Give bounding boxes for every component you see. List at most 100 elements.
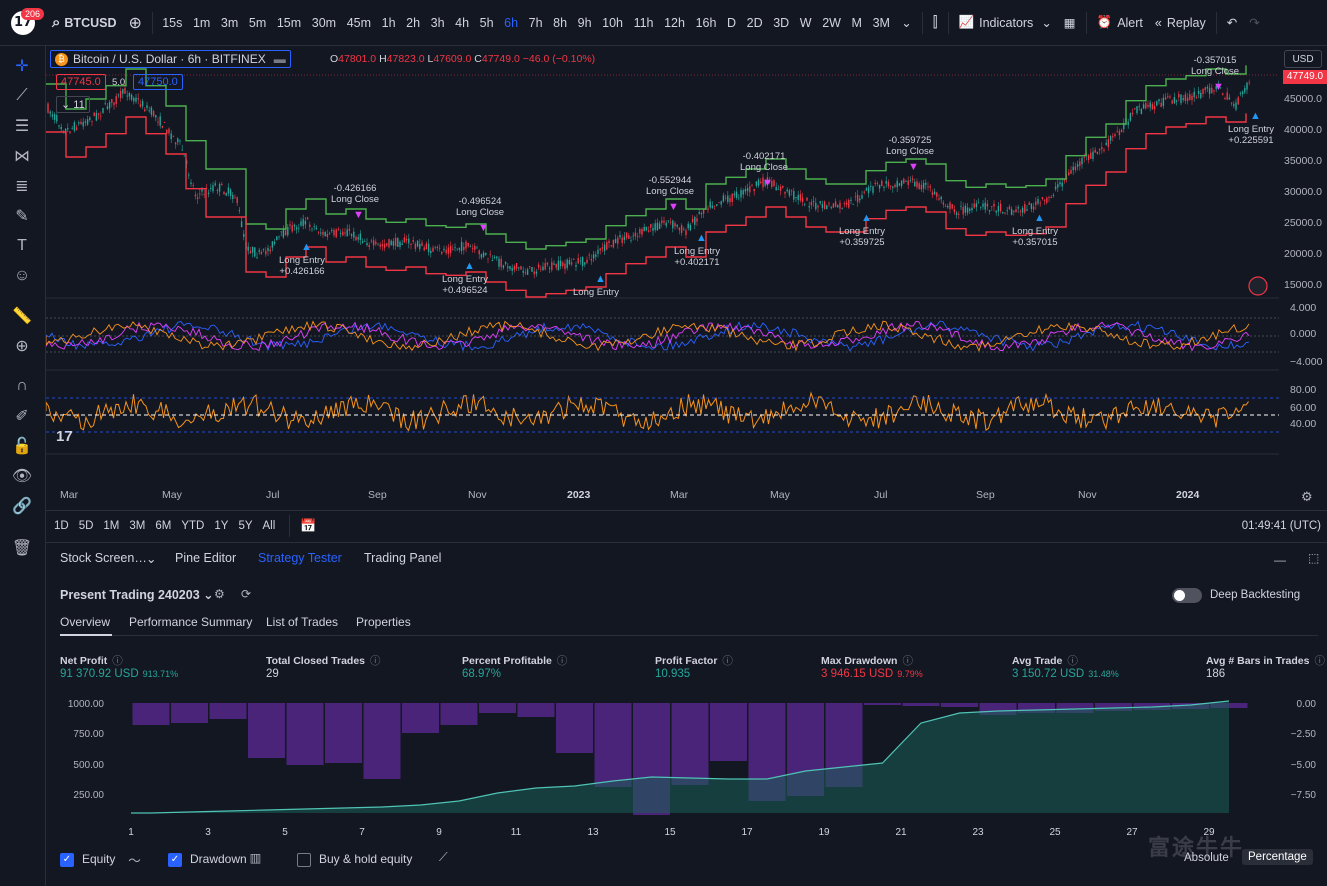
- crosshair-icon[interactable]: ✛: [15, 58, 29, 75]
- range-1D[interactable]: 1D: [54, 519, 69, 532]
- redo-button[interactable]: ↷: [1243, 7, 1265, 39]
- symbol-search[interactable]: ⌕ BTCUSD: [46, 7, 123, 39]
- interval-M[interactable]: M: [851, 15, 862, 30]
- fib-icon[interactable]: ≣: [15, 178, 29, 195]
- interval-1h[interactable]: 1h: [381, 15, 396, 30]
- range-6M[interactable]: 6M: [155, 519, 172, 532]
- interval-5h[interactable]: 5h: [479, 15, 494, 30]
- interval-10h[interactable]: 10h: [602, 15, 623, 30]
- interval-W[interactable]: W: [799, 15, 812, 30]
- ruler-icon[interactable]: 📏: [12, 308, 32, 325]
- strategy-subtab[interactable]: List of Trades: [266, 615, 339, 629]
- info-icon[interactable]: ⓘ: [902, 655, 913, 667]
- interval-dropdown[interactable]: ⌄: [895, 7, 917, 39]
- strategy-subtab[interactable]: Performance Summary: [129, 615, 253, 629]
- sell-price-button[interactable]: 47745.0: [56, 74, 106, 90]
- tradingview-logo[interactable]: 17 206: [0, 0, 46, 46]
- maximize-panel-icon[interactable]: ⬚: [1308, 551, 1320, 565]
- chart-area[interactable]: ₿ Bitcoin / U.S. Dollar · 6h · BITFINEX …: [46, 46, 1327, 540]
- info-icon[interactable]: ⓘ: [1067, 655, 1078, 667]
- trendline-icon[interactable]: ⟋: [16, 87, 28, 104]
- currency-selector[interactable]: USD: [1284, 50, 1322, 68]
- checkbox-label[interactable]: Buy & hold equity: [319, 852, 413, 866]
- buy-price-button[interactable]: 47750.0: [133, 74, 183, 90]
- interval-11h[interactable]: 11h: [633, 15, 654, 30]
- interval-5m[interactable]: 5m: [248, 15, 267, 30]
- strategy-selector[interactable]: Present Trading 240203 ⌄: [60, 588, 214, 602]
- pattern-icon[interactable]: ⋈: [14, 148, 30, 165]
- range-1M[interactable]: 1M: [103, 519, 120, 532]
- info-icon[interactable]: ⓘ: [556, 655, 568, 667]
- interval-45m[interactable]: 45m: [346, 15, 372, 30]
- symbol-legend[interactable]: ₿ Bitcoin / U.S. Dollar · 6h · BITFINEX …: [50, 50, 291, 68]
- panel-tab[interactable]: Strategy Tester: [258, 551, 342, 565]
- info-icon[interactable]: ⓘ: [1314, 655, 1326, 667]
- strategy-subtab[interactable]: Properties: [356, 615, 411, 629]
- range-All[interactable]: All: [262, 519, 276, 532]
- text-icon[interactable]: T: [17, 237, 27, 254]
- alert-button[interactable]: ⏰ Alert: [1096, 15, 1143, 30]
- trash-icon[interactable]: 🗑: [11, 540, 33, 557]
- eye-icon[interactable]: 👁: [11, 468, 33, 485]
- absolute-toggle[interactable]: Absolute: [1184, 852, 1229, 864]
- panel-tab[interactable]: Trading Panel: [364, 551, 442, 565]
- checkbox[interactable]: ✓: [168, 853, 182, 867]
- interval-15s[interactable]: 15s: [162, 15, 183, 30]
- checkbox-label[interactable]: Equity: [82, 852, 116, 866]
- deep-backtesting-toggle[interactable]: [1172, 588, 1202, 603]
- brush-icon[interactable]: ✎: [15, 208, 29, 225]
- panel-tab[interactable]: Stock Screen…: [60, 551, 147, 565]
- interval-2W[interactable]: 2W: [822, 15, 841, 30]
- interval-12h[interactable]: 12h: [664, 15, 685, 30]
- stay-drawing-icon[interactable]: ✐: [15, 408, 29, 425]
- checkbox[interactable]: ✓: [60, 853, 74, 867]
- templates-button[interactable]: ▦: [1058, 7, 1082, 39]
- utc-clock[interactable]: 01:49:41 (UTC): [1241, 519, 1321, 532]
- range-YTD[interactable]: YTD: [181, 519, 205, 532]
- strategy-subtab[interactable]: Overview: [60, 615, 111, 629]
- compare-add-button[interactable]: ⊕: [123, 7, 148, 39]
- range-5Y[interactable]: 5Y: [238, 519, 253, 532]
- indicators-button[interactable]: 📈 Indicators ⌄: [958, 15, 1052, 30]
- interval-3D[interactable]: 3D: [773, 15, 790, 30]
- info-icon[interactable]: ⓘ: [370, 655, 381, 667]
- interval-D[interactable]: D: [727, 15, 737, 30]
- link-icon[interactable]: 🔗: [12, 498, 32, 515]
- interval-2h[interactable]: 2h: [406, 15, 421, 30]
- range-1Y[interactable]: 1Y: [214, 519, 229, 532]
- interval-4h[interactable]: 4h: [455, 15, 470, 30]
- interval-2D[interactable]: 2D: [746, 15, 763, 30]
- info-icon[interactable]: ⓘ: [112, 655, 123, 667]
- chart-settings-gear-icon[interactable]: ⚙: [1301, 489, 1313, 504]
- chart-type-button[interactable]: ⫿: [927, 7, 944, 39]
- replay-button[interactable]: « Replay: [1154, 15, 1206, 30]
- undo-button[interactable]: ↶: [1221, 7, 1243, 39]
- range-3M[interactable]: 3M: [129, 519, 146, 532]
- zoom-in-icon[interactable]: ⊕: [15, 338, 29, 355]
- interval-9h[interactable]: 9h: [577, 15, 592, 30]
- strategy-refresh-icon[interactable]: ⟳: [241, 587, 252, 601]
- calendar-icon[interactable]: 📅: [300, 517, 317, 533]
- panel-tab[interactable]: Pine Editor: [175, 551, 237, 565]
- info-icon[interactable]: ⓘ: [722, 655, 733, 667]
- interval-16h[interactable]: 16h: [695, 15, 717, 30]
- minimize-panel-icon[interactable]: —: [1274, 553, 1286, 567]
- emoji-icon[interactable]: ☺: [13, 267, 31, 284]
- indicators-collapse-button[interactable]: ⌄ 11: [56, 96, 90, 113]
- interval-6h[interactable]: 6h: [504, 15, 519, 30]
- interval-15m[interactable]: 15m: [276, 15, 302, 30]
- percentage-toggle[interactable]: Percentage: [1242, 849, 1313, 865]
- lock-icon[interactable]: 🔓: [12, 438, 32, 455]
- range-5D[interactable]: 5D: [78, 519, 94, 532]
- checkbox[interactable]: [297, 853, 311, 867]
- horizontal-lines-icon[interactable]: ☰: [14, 118, 30, 135]
- interval-7h[interactable]: 7h: [528, 15, 543, 30]
- checkbox-label[interactable]: Drawdown: [190, 852, 247, 866]
- interval-3M[interactable]: 3M: [872, 15, 890, 30]
- interval-3h[interactable]: 3h: [430, 15, 445, 30]
- chevron-down-icon[interactable]: ⌄: [146, 552, 157, 566]
- strategy-settings-gear-icon[interactable]: ⚙: [214, 587, 225, 601]
- interval-1m[interactable]: 1m: [192, 15, 211, 30]
- magnet-icon[interactable]: ∩: [16, 377, 28, 394]
- interval-8h[interactable]: 8h: [553, 15, 568, 30]
